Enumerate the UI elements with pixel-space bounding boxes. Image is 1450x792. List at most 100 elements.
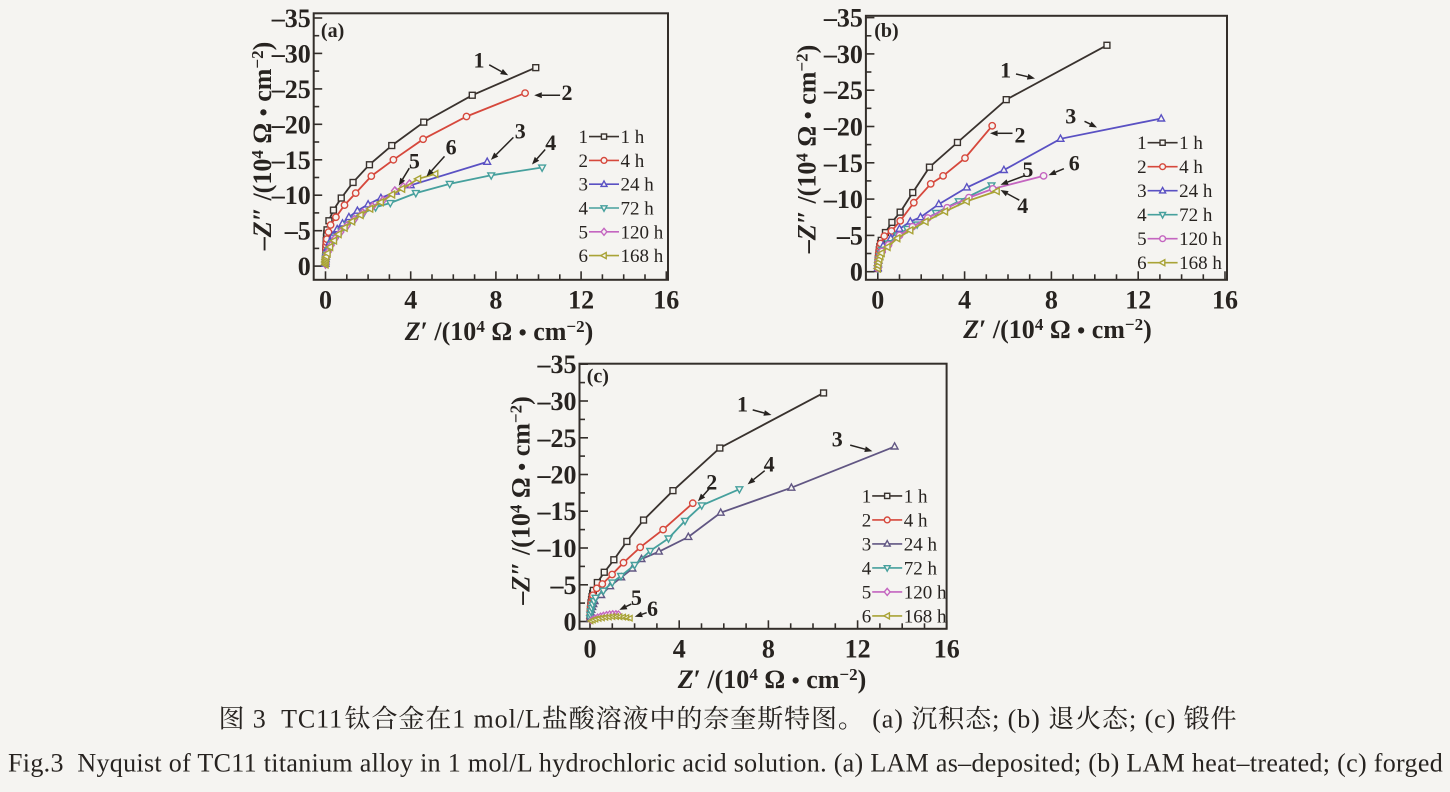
svg-text:6: 6 <box>862 606 872 627</box>
svg-text:–10: –10 <box>271 181 311 210</box>
svg-text:4 h: 4 h <box>904 510 928 531</box>
svg-text:8: 8 <box>1045 285 1058 314</box>
svg-text:24 h: 24 h <box>1179 181 1213 202</box>
svg-text:5: 5 <box>579 222 589 243</box>
svg-text:6: 6 <box>647 596 658 621</box>
svg-text:1: 1 <box>862 486 872 507</box>
svg-text:4: 4 <box>673 634 686 663</box>
svg-text:–35: –35 <box>271 4 311 33</box>
svg-text:0: 0 <box>850 258 863 287</box>
svg-text:–20: –20 <box>537 461 577 490</box>
svg-text:1 h: 1 h <box>904 486 928 507</box>
svg-text:4 h: 4 h <box>621 151 645 172</box>
svg-text:16: 16 <box>1212 285 1238 314</box>
svg-text:12: 12 <box>568 285 594 314</box>
svg-text:4: 4 <box>862 558 872 579</box>
svg-text:5: 5 <box>409 148 420 173</box>
svg-text:5: 5 <box>1022 157 1033 182</box>
svg-text:–30: –30 <box>537 387 577 416</box>
svg-text:1: 1 <box>737 392 748 417</box>
svg-text:(c): (c) <box>587 366 609 388</box>
svg-text:24 h: 24 h <box>904 534 938 555</box>
svg-text:2: 2 <box>579 151 589 172</box>
svg-text:3: 3 <box>515 119 526 144</box>
svg-text:Z′ /(104 Ω • cm−2): Z′ /(104 Ω • cm−2) <box>677 665 867 694</box>
svg-text:4: 4 <box>1137 205 1147 226</box>
svg-text:2: 2 <box>862 510 872 531</box>
svg-text:–25: –25 <box>823 76 863 105</box>
svg-text:120 h: 120 h <box>904 582 947 603</box>
svg-text:6: 6 <box>1069 151 1080 176</box>
svg-text:8: 8 <box>489 285 502 314</box>
svg-text:–15: –15 <box>537 497 577 526</box>
svg-text:3: 3 <box>1065 104 1076 129</box>
svg-text:0: 0 <box>584 634 597 663</box>
svg-text:168 h: 168 h <box>621 246 664 267</box>
svg-text:1 h: 1 h <box>621 127 645 148</box>
svg-text:2: 2 <box>1137 157 1147 178</box>
svg-text:6: 6 <box>446 135 457 160</box>
svg-text:3: 3 <box>1137 181 1147 202</box>
svg-text:–5: –5 <box>836 221 863 250</box>
svg-text:0: 0 <box>871 285 884 314</box>
svg-text:–25: –25 <box>271 75 311 104</box>
svg-text:5: 5 <box>862 582 872 603</box>
svg-text:–10: –10 <box>537 534 577 563</box>
svg-text:–10: –10 <box>823 185 863 214</box>
svg-text:Z′ /(104 Ω • cm−2): Z′ /(104 Ω • cm−2) <box>404 317 594 346</box>
svg-text:3: 3 <box>579 175 589 196</box>
svg-text:–35: –35 <box>823 4 863 33</box>
svg-text:4: 4 <box>958 285 971 314</box>
svg-text:16: 16 <box>653 285 679 314</box>
svg-text:0: 0 <box>319 285 332 314</box>
svg-text:(a): (a) <box>865 705 911 734</box>
svg-text:(b): (b) <box>874 20 898 42</box>
svg-text:Fig.3 Nyquist of TC11 titaniu: Fig.3 Nyquist of TC11 titanium alloy in … <box>8 749 1443 778</box>
svg-text:5: 5 <box>631 585 642 610</box>
svg-text:4: 4 <box>764 451 775 476</box>
svg-text:0: 0 <box>298 252 311 281</box>
svg-text:3: 3 <box>862 534 872 555</box>
svg-text:120 h: 120 h <box>621 222 664 243</box>
svg-text:–30: –30 <box>823 40 863 69</box>
svg-text:4 h: 4 h <box>1179 157 1203 178</box>
svg-text:120 h: 120 h <box>1179 229 1222 250</box>
svg-text:3 TC11: 3 TC11 <box>245 705 343 734</box>
svg-text:72 h: 72 h <box>904 558 938 579</box>
svg-text:8: 8 <box>762 634 775 663</box>
svg-text:–20: –20 <box>823 113 863 142</box>
svg-text:16: 16 <box>934 634 960 663</box>
svg-text:1 mol/L: 1 mol/L <box>452 705 542 734</box>
svg-text:–15: –15 <box>271 146 311 175</box>
svg-text:1: 1 <box>474 48 485 73</box>
svg-text:1: 1 <box>1000 57 1011 82</box>
svg-text:–15: –15 <box>823 149 863 178</box>
svg-text:1: 1 <box>579 127 589 148</box>
svg-text:0: 0 <box>564 608 577 637</box>
svg-text:1 h: 1 h <box>1179 133 1203 154</box>
svg-text:–25: –25 <box>537 424 577 453</box>
svg-text:5: 5 <box>1137 229 1147 250</box>
svg-text:–30: –30 <box>271 39 311 68</box>
svg-text:–Z″ /(104 Ω • cm−2): –Z″ /(104 Ω • cm−2) <box>248 42 277 252</box>
svg-text:(a): (a) <box>321 20 344 42</box>
svg-text:4: 4 <box>579 199 589 220</box>
svg-text:1: 1 <box>1137 133 1147 154</box>
svg-text:3: 3 <box>832 426 843 451</box>
svg-text:2: 2 <box>562 80 573 105</box>
svg-text:Z′ /(104 Ω • cm−2): Z′ /(104 Ω • cm−2) <box>962 315 1152 344</box>
svg-text:–Z″ /(104 Ω • cm−2): –Z″ /(104 Ω • cm−2) <box>793 45 822 255</box>
svg-text:4: 4 <box>545 130 556 155</box>
svg-text:–Z″ /(104 Ω • cm−2): –Z″ /(104 Ω • cm−2) <box>507 396 536 606</box>
svg-text:4: 4 <box>404 285 417 314</box>
svg-text:24 h: 24 h <box>621 175 655 196</box>
svg-text:6: 6 <box>579 246 589 267</box>
svg-text:; (b): ; (b) <box>992 705 1048 734</box>
svg-text:12: 12 <box>845 634 871 663</box>
svg-text:–20: –20 <box>271 110 311 139</box>
svg-text:168 h: 168 h <box>904 606 947 627</box>
svg-text:; (c): ; (c) <box>1129 705 1184 734</box>
svg-text:6: 6 <box>1137 253 1147 274</box>
svg-text:72 h: 72 h <box>1179 205 1213 226</box>
svg-text:12: 12 <box>1125 285 1151 314</box>
